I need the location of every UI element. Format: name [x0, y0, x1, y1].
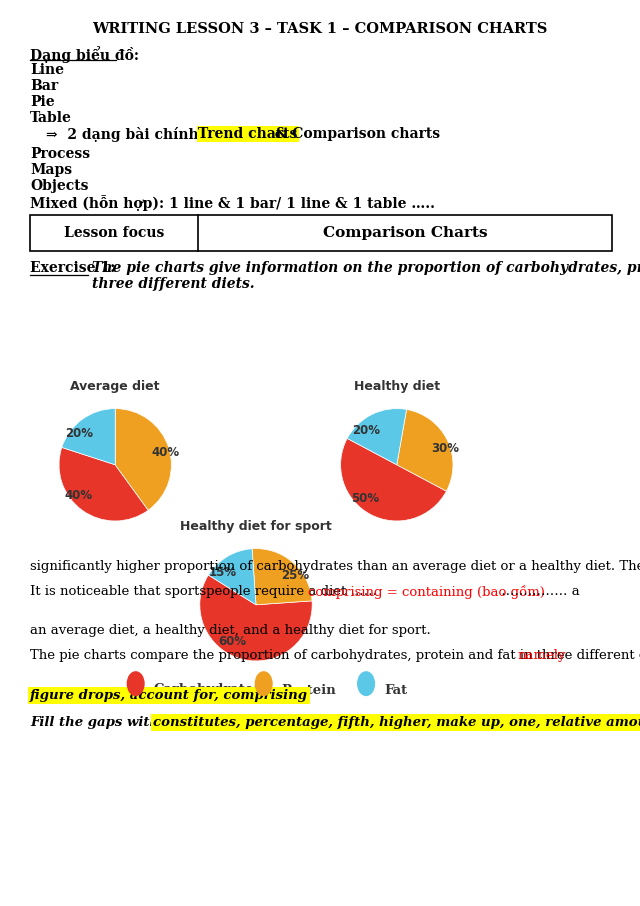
Text: namely: namely [518, 649, 566, 662]
Wedge shape [115, 409, 172, 510]
Title: Healthy diet: Healthy diet [354, 381, 440, 393]
Text: Objects: Objects [30, 179, 88, 193]
Text: 25%: 25% [281, 570, 309, 583]
Text: The pie charts compare the proportion of carbohydrates, protein and fat in three: The pie charts compare the proportion of… [30, 649, 640, 662]
Text: Maps: Maps [30, 163, 72, 177]
Text: ⇒  2 dạng bài chính:: ⇒ 2 dạng bài chính: [46, 127, 209, 142]
Wedge shape [252, 549, 312, 605]
Text: & Comparison charts: & Comparison charts [270, 127, 440, 141]
Text: 40%: 40% [65, 489, 93, 502]
Text: Comparison Charts: Comparison Charts [323, 226, 487, 240]
Text: Mixed (hỗn hợp): 1 line & 1 bar/ 1 line & 1 table …..: Mixed (hỗn hợp): 1 line & 1 bar/ 1 line … [30, 195, 435, 211]
Text: 60%: 60% [219, 635, 247, 649]
Wedge shape [200, 575, 312, 661]
Text: 30%: 30% [431, 441, 459, 455]
Text: Dạng biểu đồ:: Dạng biểu đồ: [30, 46, 139, 63]
Title: Healthy diet for sport: Healthy diet for sport [180, 520, 332, 534]
Wedge shape [340, 439, 446, 521]
Text: comprising = containing (bao gồm): comprising = containing (bao gồm) [308, 584, 545, 599]
Wedge shape [59, 448, 148, 521]
Wedge shape [348, 409, 406, 465]
Text: Process: Process [30, 147, 90, 161]
Text: 40%: 40% [152, 447, 180, 459]
Text: Bar: Bar [30, 79, 58, 93]
Text: Exercise 1:: Exercise 1: [30, 261, 115, 275]
Text: 50%: 50% [351, 492, 379, 505]
Text: Carbohydrates: Carbohydrates [154, 683, 261, 697]
Text: Fill the gaps with these words:: Fill the gaps with these words: [30, 716, 257, 729]
Text: 15%: 15% [208, 565, 236, 579]
Text: The pie charts give information on the proportion of carbohydrates, protein and : The pie charts give information on the p… [92, 261, 640, 291]
Text: Pie: Pie [30, 95, 54, 109]
Text: Protein: Protein [282, 683, 337, 697]
Title: Average diet: Average diet [70, 381, 160, 393]
Text: 20%: 20% [352, 424, 380, 437]
Text: Fat: Fat [384, 683, 407, 697]
Bar [30, 215, 612, 251]
Text: significantly higher proportion of carbohydrates than an average diet or a healt: significantly higher proportion of carbo… [30, 560, 640, 573]
Wedge shape [62, 409, 115, 465]
Text: …………… a: …………… a [497, 584, 580, 598]
Text: Trend charts: Trend charts [198, 127, 298, 141]
Text: Table: Table [30, 111, 72, 125]
Text: 20%: 20% [65, 428, 93, 440]
Wedge shape [397, 410, 453, 491]
Text: an average diet, a healthy diet, and a healthy diet for sport.: an average diet, a healthy diet, and a h… [30, 624, 431, 638]
Text: constitutes, percentage, fifth, higher, make up, one, relative amount,: constitutes, percentage, fifth, higher, … [153, 716, 640, 729]
Text: Lesson focus: Lesson focus [64, 226, 164, 240]
Text: Line: Line [30, 63, 64, 77]
Text: figure drops, account for, comprising: figure drops, account for, comprising [30, 689, 308, 702]
Text: WRITING LESSON 3 – TASK 1 – COMPARISON CHARTS: WRITING LESSON 3 – TASK 1 – COMPARISON C… [92, 22, 548, 36]
Text: It is noticeable that sportspeople require a diet ……: It is noticeable that sportspeople requi… [30, 584, 377, 598]
Wedge shape [209, 549, 256, 605]
